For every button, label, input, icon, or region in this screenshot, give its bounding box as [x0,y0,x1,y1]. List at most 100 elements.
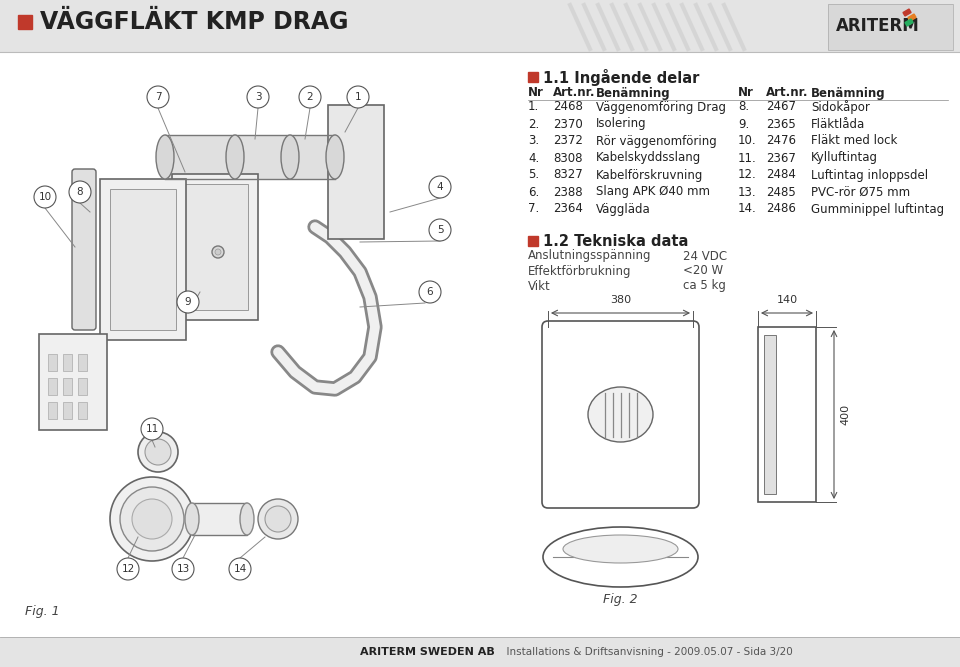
Text: <20 W: <20 W [683,265,723,277]
Text: Nr: Nr [738,87,754,99]
Ellipse shape [226,135,244,179]
Circle shape [419,281,441,303]
Text: 9.: 9. [738,117,749,131]
Text: Rör väggenomföring: Rör väggenomföring [596,135,717,147]
Text: 2370: 2370 [553,117,583,131]
Ellipse shape [185,503,199,535]
Text: ARITERM SWEDEN AB: ARITERM SWEDEN AB [360,647,495,657]
Circle shape [145,439,171,465]
FancyBboxPatch shape [39,334,107,430]
Circle shape [147,86,169,108]
FancyBboxPatch shape [110,189,176,330]
Circle shape [69,181,91,203]
Text: 2485: 2485 [766,185,796,199]
Text: 5.: 5. [528,169,540,181]
Text: 2365: 2365 [766,117,796,131]
Text: Fläkt med lock: Fläkt med lock [811,135,898,147]
Text: Benämning: Benämning [596,87,671,99]
Text: 3.: 3. [528,135,540,147]
Bar [63,402,72,419]
Text: Kabelförskruvning: Kabelförskruvning [596,169,704,181]
Ellipse shape [588,387,653,442]
Circle shape [212,246,224,258]
Bar [905,19,913,26]
Text: 6: 6 [426,287,433,297]
Circle shape [132,499,172,539]
Text: Luftintag inloppsdel: Luftintag inloppsdel [811,169,928,181]
Circle shape [429,219,451,241]
Text: Sidokåpor: Sidokåpor [811,100,870,114]
Text: 14: 14 [233,564,247,574]
Text: 2476: 2476 [766,135,796,147]
Circle shape [247,86,269,108]
Circle shape [172,558,194,580]
Text: 400: 400 [840,404,850,425]
Text: 7: 7 [155,92,161,102]
Text: ca 5 kg: ca 5 kg [683,279,726,293]
Circle shape [215,249,221,255]
Ellipse shape [563,535,678,563]
Text: 1.1 Ingående delar: 1.1 Ingående delar [543,69,700,85]
Bar [48,378,57,395]
Bar [48,402,57,419]
Text: 2484: 2484 [766,169,796,181]
Circle shape [265,506,291,532]
Bar [903,9,911,16]
Text: 6.: 6. [528,185,540,199]
Circle shape [229,558,251,580]
Text: 9: 9 [184,297,191,307]
FancyBboxPatch shape [542,321,699,508]
Bar [63,378,72,395]
Text: Fig. 2: Fig. 2 [603,592,637,606]
Bar [48,354,57,371]
Bar [828,4,953,50]
Bar [0,0,960,52]
FancyBboxPatch shape [328,105,384,239]
Text: Effektförbrukning: Effektförbrukning [528,265,632,277]
Text: 140: 140 [777,295,798,305]
FancyBboxPatch shape [100,179,186,340]
Circle shape [177,291,199,313]
Text: 8: 8 [77,187,84,197]
Circle shape [429,176,451,198]
Bar [78,402,87,419]
Text: 380: 380 [610,295,631,305]
Bar [908,14,916,21]
Circle shape [258,499,298,539]
Bar [828,4,953,50]
Bar [165,135,335,179]
Text: 1.: 1. [528,101,540,113]
Bar [764,335,776,494]
Circle shape [117,558,139,580]
Text: Slang APK Ø40 mm: Slang APK Ø40 mm [596,185,710,199]
Circle shape [34,186,56,208]
Text: 2364: 2364 [553,203,583,215]
Text: Benämning: Benämning [811,87,886,99]
Text: VÄGGFLÄKT KMP DRAG: VÄGGFLÄKT KMP DRAG [40,10,348,34]
Text: Fläktlåda: Fläktlåda [811,117,865,131]
Text: 1.2 Tekniska data: 1.2 Tekniska data [543,233,688,249]
Text: Anslutningsspänning: Anslutningsspänning [528,249,652,263]
Bar [78,378,87,395]
Text: 2468: 2468 [553,101,583,113]
Text: 11.: 11. [738,151,756,165]
Ellipse shape [543,527,698,587]
Text: 7.: 7. [528,203,540,215]
Text: Kabelskyddsslang: Kabelskyddsslang [596,151,701,165]
Text: Nr: Nr [528,87,544,99]
Text: 12.: 12. [738,169,756,181]
Bar [0,637,960,667]
Circle shape [110,477,194,561]
Text: Väggenomföring Drag: Väggenomföring Drag [596,101,726,113]
Bar [528,72,538,82]
FancyBboxPatch shape [172,174,258,320]
Bar [78,354,87,371]
Text: 13.: 13. [738,185,756,199]
Text: 2467: 2467 [766,101,796,113]
FancyBboxPatch shape [182,184,248,310]
Text: Gumminippel luftintag: Gumminippel luftintag [811,203,944,215]
Bar [0,37,960,637]
Text: Installations & Driftsanvisning - 2009.05.07 - Sida 3/20: Installations & Driftsanvisning - 2009.0… [500,647,793,657]
Text: 8327: 8327 [553,169,583,181]
Text: 2388: 2388 [553,185,583,199]
